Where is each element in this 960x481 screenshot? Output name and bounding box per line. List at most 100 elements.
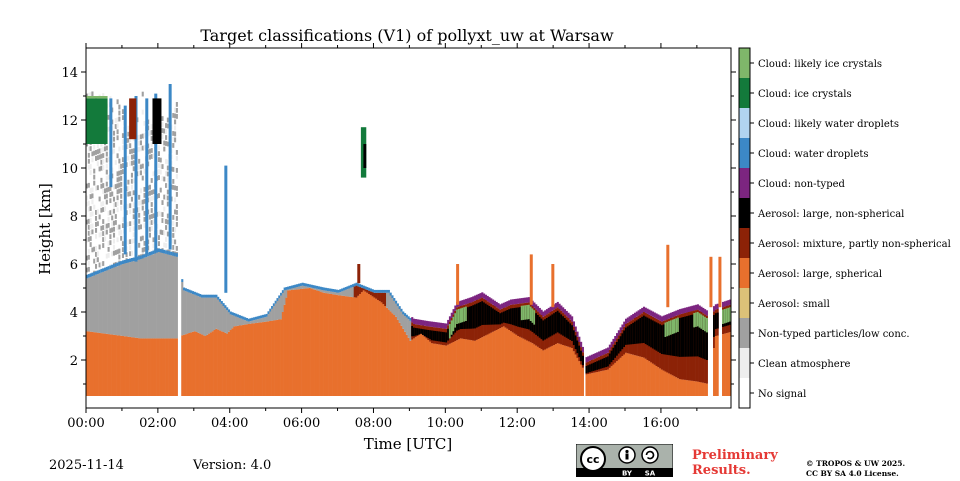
nontyped-cloud-cell — [495, 301, 498, 308]
noisy-cell — [163, 140, 166, 146]
noisy-cell — [132, 166, 135, 172]
noisy-cell — [116, 225, 119, 231]
non-typed-cell — [114, 266, 117, 336]
noisy-cell — [175, 192, 178, 197]
noisy-cell — [94, 264, 98, 269]
large-spherical-cell — [481, 337, 484, 396]
nonspherical-cell — [662, 324, 665, 355]
large-spherical-cell — [581, 367, 584, 396]
noisy-cell — [112, 232, 116, 238]
large-spherical-cell — [696, 381, 699, 396]
noisy-cell — [112, 136, 116, 142]
nontyped-cloud-cell — [551, 305, 554, 311]
likely-ice-cell — [695, 312, 698, 327]
large-spherical-cell — [172, 338, 175, 396]
noisy-cell — [96, 209, 99, 215]
nonspherical-cell — [504, 310, 507, 324]
noisy-cell — [148, 148, 151, 154]
nontyped-cloud-cell — [632, 313, 635, 320]
noisy-cell — [87, 146, 90, 152]
water-edge-cell — [209, 294, 213, 298]
noisy-cell — [157, 241, 160, 246]
noisy-cell — [175, 102, 178, 107]
noisy-cell — [132, 154, 135, 160]
noisy-cell — [157, 145, 160, 150]
upper-layer-cell — [351, 287, 355, 298]
large-spherical-cell — [563, 345, 567, 396]
noisy-cell — [138, 140, 141, 146]
large-spherical-cell — [510, 331, 513, 396]
legend-swatch — [739, 318, 750, 348]
upper-layer-cell — [396, 306, 399, 320]
nontyped-cloud-cell — [660, 316, 664, 322]
large-spherical-cell — [472, 340, 475, 396]
large-spherical-cell — [490, 332, 493, 396]
nontyped-cloud-cell — [510, 299, 513, 305]
large-spherical-cell — [687, 380, 690, 396]
large-spherical-cell — [623, 354, 626, 396]
large-spherical-cell — [580, 364, 583, 396]
large-spherical-cell — [238, 325, 241, 396]
nonspherical-cell — [538, 316, 541, 338]
likely-ice-cell — [664, 322, 667, 337]
upper-layer-cell — [220, 303, 223, 332]
noisy-cell — [94, 186, 98, 191]
large-spherical-cell — [396, 319, 399, 396]
noisy-cell — [121, 241, 125, 246]
large-spherical-cell — [504, 327, 507, 396]
noisy-cell — [105, 145, 108, 151]
non-typed-cell — [94, 274, 98, 333]
large-spherical-cell — [538, 348, 541, 396]
upper-layer-cell — [400, 311, 403, 326]
legend-swatch — [739, 348, 750, 378]
noisy-cell — [172, 179, 175, 184]
nonspherical-cell — [518, 307, 522, 328]
upper-layer-cell — [398, 309, 401, 323]
noisy-cell — [91, 193, 94, 199]
noisy-cell — [94, 210, 98, 215]
noisy-cell — [86, 237, 89, 243]
water-edge-cell — [380, 289, 383, 293]
large-spherical-cell — [244, 324, 247, 396]
noisy-cell — [132, 226, 135, 232]
nonspherical-cell — [616, 342, 619, 356]
large-spherical-cell — [269, 321, 272, 396]
nonspherical-cell — [414, 327, 417, 336]
nonspherical-cell — [691, 314, 694, 357]
noisy-cell — [93, 246, 96, 252]
preliminary-line-2: Results. — [692, 463, 751, 478]
large-spherical-cell — [161, 338, 164, 396]
noisy-cell — [121, 109, 125, 114]
noisy-cell — [91, 157, 94, 163]
large-spherical-cell — [531, 343, 534, 396]
nontyped-cloud-cell — [527, 297, 531, 303]
nontyped-cloud-cell — [430, 321, 434, 327]
large-spherical-cell — [308, 288, 311, 396]
nontyped-cloud-cell — [713, 306, 716, 312]
noisy-cell — [141, 133, 144, 139]
noisy-cell — [148, 154, 151, 160]
likely-ice-cell — [704, 316, 707, 332]
noisy-cell — [129, 221, 132, 227]
non-typed-cell — [127, 262, 130, 337]
noisy-cell — [103, 224, 107, 230]
noisy-cell — [138, 146, 141, 152]
large-spherical-cell — [646, 360, 649, 396]
large-spherical-cell — [520, 337, 523, 396]
water-edge-cell — [233, 312, 236, 316]
nontyped-cloud-cell — [605, 348, 608, 354]
noisy-cell — [143, 144, 146, 150]
cc-by-text: BY — [622, 470, 633, 478]
large-spherical-cell — [405, 334, 408, 396]
large-spherical-cell — [590, 373, 593, 396]
likely-ice-cell — [520, 305, 523, 321]
noisy-cell — [121, 169, 125, 174]
large-spherical-cell — [315, 290, 319, 396]
noisy-cell — [165, 171, 168, 176]
noisy-cell — [100, 159, 103, 165]
non-typed-cell — [163, 253, 166, 339]
water-edge-cell — [227, 309, 231, 313]
noisy-cell — [102, 243, 105, 248]
noisy-cell — [100, 183, 103, 189]
upper-layer-cell — [359, 287, 362, 294]
